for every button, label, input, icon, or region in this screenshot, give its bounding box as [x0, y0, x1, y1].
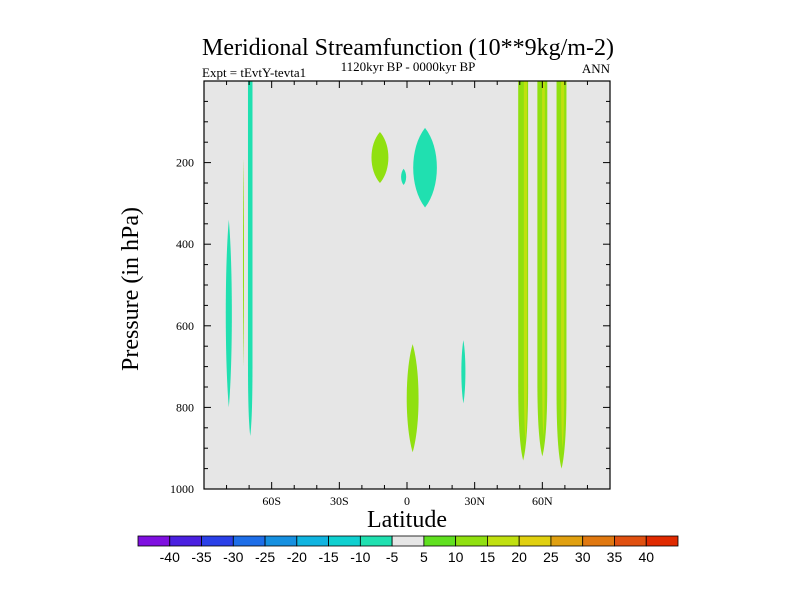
- colorbar-box: [137, 535, 171, 547]
- colorbar-box: [582, 535, 615, 547]
- colorbar-box: [391, 535, 425, 547]
- colorbar-box: [328, 535, 361, 547]
- x-tick-label: 30S: [330, 494, 349, 508]
- colorbar-box: [423, 535, 457, 547]
- colorbar-label: 15: [480, 549, 496, 565]
- colorbar-label: 35: [607, 549, 623, 565]
- y-tick-label: 400: [176, 237, 194, 251]
- center-string: 1120kyr BP - 0000kyr BP: [341, 59, 476, 74]
- chart-title: Meridional Streamfunction (10**9kg/m-2): [202, 35, 614, 61]
- colorbar-box: [296, 535, 329, 547]
- y-tick-label: 1000: [170, 482, 194, 496]
- x-axis-label: Latitude: [367, 507, 447, 533]
- x-tick-label: 30N: [464, 494, 485, 508]
- left-string: Expt = tEvtY-tevta1: [202, 65, 306, 80]
- x-ticks: 60S 30S 0 30N 60N: [203, 81, 611, 508]
- y-tick-label: 800: [176, 400, 194, 414]
- cell-lat-69s-column: [247, 81, 253, 436]
- colorbar-box: [359, 535, 393, 547]
- contour-regions: [225, 81, 567, 469]
- y-tick-label: 600: [176, 319, 194, 333]
- y-axis-label: Pressure (in hPa): [118, 207, 144, 371]
- colorbar-box: [614, 535, 647, 547]
- colorbar-label: -25: [255, 549, 275, 565]
- colorbar-label: 40: [638, 549, 654, 565]
- cell-lat-80s-low: [225, 219, 232, 408]
- colorbar-label: -10: [350, 549, 370, 565]
- cell-lat-1s-small: [401, 168, 407, 186]
- colorbar-label: 5: [420, 549, 428, 565]
- colorbar-label: -30: [223, 549, 243, 565]
- colorbar-box: [455, 535, 488, 547]
- colorbar-label: -20: [287, 549, 307, 565]
- colorbar-label: -5: [386, 549, 399, 565]
- colorbar-label: 25: [543, 549, 559, 565]
- colorbar-label: -15: [318, 549, 338, 565]
- plot-background: [204, 81, 610, 489]
- cell-lat-2n-lower: [406, 344, 419, 453]
- colorbar-box: [645, 535, 679, 547]
- cell-lat-12s-upper: [371, 132, 389, 183]
- cell-lat-60n-inner: [542, 81, 545, 436]
- colorbar-box: [264, 535, 298, 547]
- colorbar-box: [201, 535, 234, 547]
- colorbar-label: 20: [511, 549, 527, 565]
- right-string: ANN: [582, 61, 611, 76]
- colorbar-box: [169, 535, 202, 547]
- colorbar-box: [550, 535, 584, 547]
- cell-lat-8n-upper: [413, 127, 437, 208]
- x-tick-label: 0: [404, 494, 410, 508]
- x-tick-label: 60N: [532, 494, 553, 508]
- colorbar-box: [232, 535, 266, 547]
- y-ticks: 200 400 600 800 1000: [170, 80, 610, 496]
- y-tick-label: 200: [176, 156, 194, 170]
- colorbar-label: 10: [448, 549, 464, 565]
- cell-lat-72s-thin: [242, 158, 244, 367]
- x-tick-label: 60S: [262, 494, 281, 508]
- colorbar: -40 -35 -30 -25 -20 -15 -10 -5 5 10 15 20 25 30 35 40: [137, 535, 679, 565]
- colorbar-box: [487, 535, 520, 547]
- cell-lat-69n-inner: [561, 81, 565, 449]
- colorbar-box: [518, 535, 552, 547]
- cell-lat-52n-inner: [523, 81, 527, 441]
- colorbar-label: -40: [160, 549, 180, 565]
- colorbar-label: -35: [191, 549, 211, 565]
- colorbar-label: 30: [575, 549, 591, 565]
- cell-lat-25n-lower: [461, 340, 466, 404]
